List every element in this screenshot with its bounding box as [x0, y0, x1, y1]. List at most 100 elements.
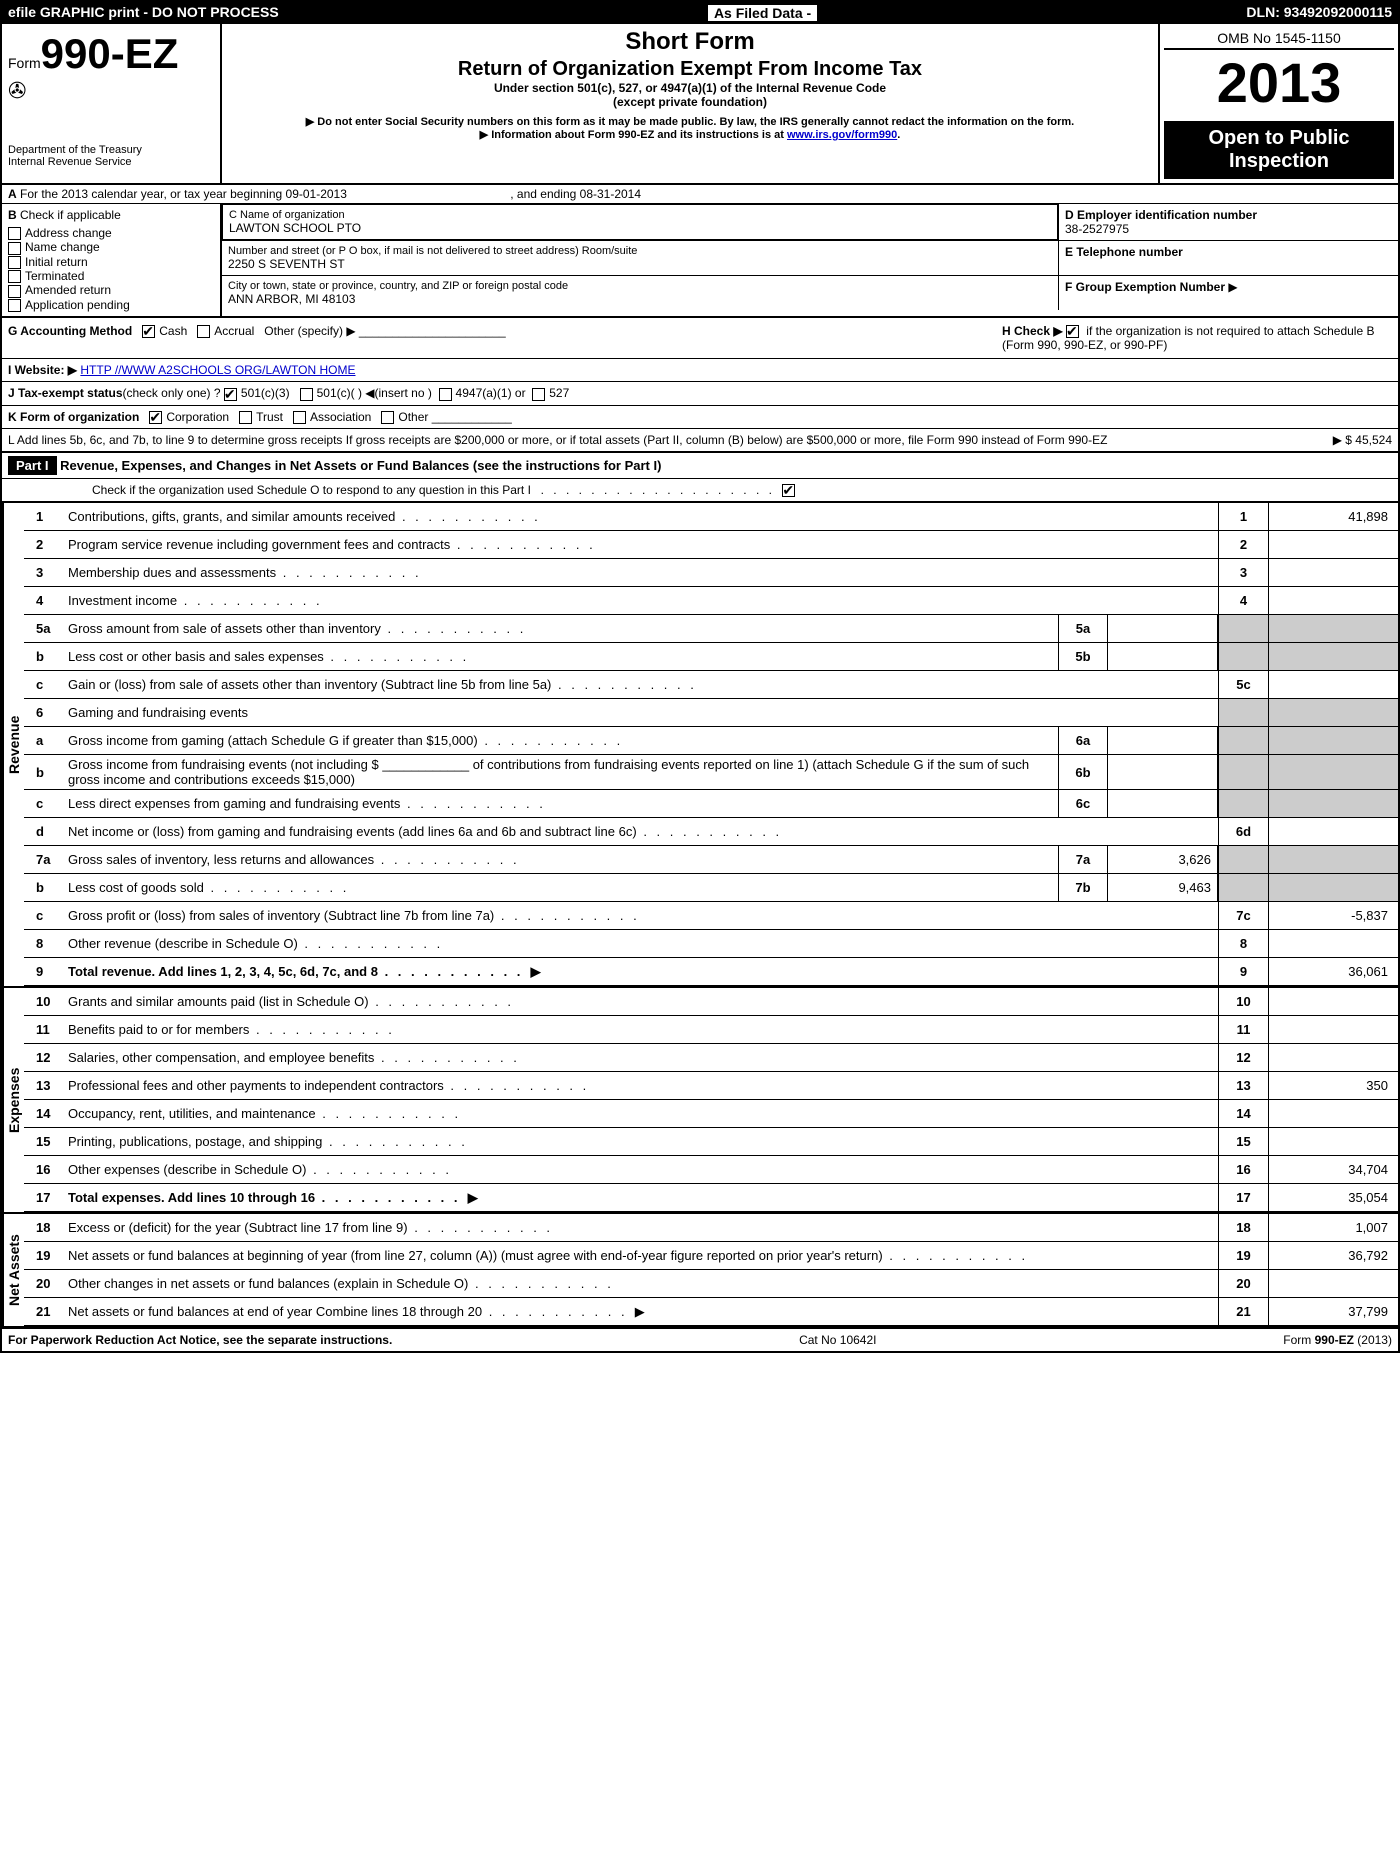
footer-left: For Paperwork Reduction Act Notice, see …: [8, 1333, 392, 1347]
checkbox-h[interactable]: [1066, 325, 1079, 338]
checkbox-cash[interactable]: [142, 325, 155, 338]
line-number: 9: [24, 964, 64, 979]
label-g: G Accounting Method: [8, 324, 132, 338]
line-mid-num: 7a: [1058, 846, 1108, 873]
opt-cash: Cash: [159, 324, 187, 338]
line-right-num: 1: [1218, 503, 1268, 530]
checkbox-schedule-o[interactable]: [782, 484, 795, 497]
line-desc: Occupancy, rent, utilities, and maintena…: [64, 1104, 1218, 1123]
opt-4947: 4947(a)(1) or: [456, 386, 526, 400]
checkbox-address-change[interactable]: [8, 227, 21, 240]
checkbox-accrual[interactable]: [197, 325, 210, 338]
form-line: bLess cost of goods sold . . . . . . . .…: [24, 874, 1398, 902]
gross-receipts: $ 45,524: [1345, 433, 1392, 447]
line-right-val: [1268, 699, 1398, 726]
form-line: 3Membership dues and assessments . . . .…: [24, 559, 1398, 587]
website-link[interactable]: HTTP //WWW A2SCHOOLS ORG/LAWTON HOME: [80, 363, 355, 377]
label-c-addr: Number and street (or P O box, if mail i…: [228, 245, 1052, 257]
line-number: 10: [24, 994, 64, 1009]
line-right-num: [1218, 727, 1268, 754]
line-desc: Printing, publications, postage, and shi…: [64, 1132, 1218, 1151]
line-number: 7a: [24, 852, 64, 867]
line-desc: Grants and similar amounts paid (list in…: [64, 992, 1218, 1011]
line-right-num: 11: [1218, 1016, 1268, 1043]
line-right-val: [1268, 988, 1398, 1015]
checkbox-527[interactable]: [532, 388, 545, 401]
checkbox-other-org[interactable]: [381, 411, 394, 424]
opt-name-change: Name change: [25, 240, 100, 254]
line-desc: Less direct expenses from gaming and fun…: [64, 794, 1058, 813]
form-line: 19Net assets or fund balances at beginni…: [24, 1242, 1398, 1270]
checkbox-corp[interactable]: [149, 411, 162, 424]
opt-pending: Application pending: [25, 298, 130, 312]
line-right-num: 7c: [1218, 902, 1268, 929]
line-right-num: 10: [1218, 988, 1268, 1015]
line-mid-val: [1108, 643, 1218, 670]
checkbox-501c3[interactable]: [224, 388, 237, 401]
line-desc: Gross profit or (loss) from sales of inv…: [64, 906, 1218, 925]
line-number: 20: [24, 1276, 64, 1291]
checkbox-initial-return[interactable]: [8, 256, 21, 269]
line-right-num: 3: [1218, 559, 1268, 586]
form-line: 14Occupancy, rent, utilities, and mainte…: [24, 1100, 1398, 1128]
form-line: cLess direct expenses from gaming and fu…: [24, 790, 1398, 818]
line-number: b: [24, 765, 64, 780]
l-text: L Add lines 5b, 6c, and 7b, to line 9 to…: [8, 433, 1212, 447]
checkbox-name-change[interactable]: [8, 242, 21, 255]
f-arrow: ▶: [1228, 280, 1237, 294]
j-rest: (check only one) ?: [123, 386, 221, 400]
checkbox-terminated[interactable]: [8, 270, 21, 283]
form-990ez-page: efile GRAPHIC print - DO NOT PROCESS As …: [0, 0, 1400, 1353]
line-right-val: [1268, 755, 1398, 789]
checkbox-501c[interactable]: [300, 388, 313, 401]
line-mid-val: 3,626: [1108, 846, 1218, 873]
line-number: 17: [24, 1190, 64, 1205]
line-mid-num: 6a: [1058, 727, 1108, 754]
line-right-val: [1268, 1044, 1398, 1071]
line-number: c: [24, 677, 64, 692]
form-line: 17Total expenses. Add lines 10 through 1…: [24, 1184, 1398, 1212]
line-right-val: 37,799: [1268, 1298, 1398, 1325]
form-header: Form990-EZ ✇ Department of the Treasury …: [2, 24, 1398, 185]
checkbox-amended[interactable]: [8, 285, 21, 298]
line-mid-val: 9,463: [1108, 874, 1218, 901]
line-desc: Gaming and fundraising events: [64, 703, 1218, 722]
line-number: 21: [24, 1304, 64, 1319]
label-d: D Employer identification number: [1065, 208, 1392, 222]
form-line: 20Other changes in net assets or fund ba…: [24, 1270, 1398, 1298]
label-j: J Tax-exempt status: [8, 386, 123, 400]
checkbox-pending[interactable]: [8, 299, 21, 312]
org-address: 2250 S SEVENTH ST: [228, 257, 1052, 271]
form-line: bGross income from fundraising events (n…: [24, 755, 1398, 790]
label-a: A: [8, 187, 17, 201]
line-right-num: 15: [1218, 1128, 1268, 1155]
form-line: 4Investment income . . . . . . . . . . .…: [24, 587, 1398, 615]
omb-number: OMB No 1545-1150: [1164, 28, 1394, 50]
opt-trust: Trust: [256, 410, 283, 424]
form-line: 21Net assets or fund balances at end of …: [24, 1298, 1398, 1326]
part1-header: Part I Revenue, Expenses, and Changes in…: [2, 453, 1398, 479]
line-desc: Contributions, gifts, grants, and simila…: [64, 507, 1218, 526]
form-title-main: Return of Organization Exempt From Incom…: [226, 58, 1154, 81]
topbar-right: DLN: 93492092000115: [1246, 4, 1392, 22]
form-line: dNet income or (loss) from gaming and fu…: [24, 818, 1398, 846]
checkbox-assoc[interactable]: [293, 411, 306, 424]
line-right-val: [1268, 531, 1398, 558]
line-right-val: 41,898: [1268, 503, 1398, 530]
form-line: 1Contributions, gifts, grants, and simil…: [24, 503, 1398, 531]
irs-link[interactable]: www.irs.gov/form990: [787, 129, 897, 141]
line-right-val: 34,704: [1268, 1156, 1398, 1183]
line-right-val: [1268, 874, 1398, 901]
checkbox-trust[interactable]: [239, 411, 252, 424]
line-right-val: [1268, 559, 1398, 586]
line-right-val: [1268, 930, 1398, 957]
line-number: 18: [24, 1220, 64, 1235]
line-desc: Salaries, other compensation, and employ…: [64, 1048, 1218, 1067]
line-right-val: 350: [1268, 1072, 1398, 1099]
form-line: cGross profit or (loss) from sales of in…: [24, 902, 1398, 930]
line-desc: Membership dues and assessments . . . . …: [64, 563, 1218, 582]
form-line: 7aGross sales of inventory, less returns…: [24, 846, 1398, 874]
checkbox-4947[interactable]: [439, 388, 452, 401]
form-line: 9Total revenue. Add lines 1, 2, 3, 4, 5c…: [24, 958, 1398, 986]
line-desc: Total expenses. Add lines 10 through 16 …: [64, 1188, 1218, 1208]
